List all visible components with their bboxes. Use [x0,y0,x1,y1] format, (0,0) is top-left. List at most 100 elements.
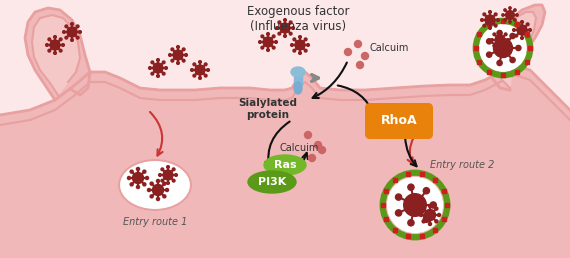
Circle shape [424,216,429,222]
Circle shape [526,34,529,37]
Circle shape [163,182,166,185]
Circle shape [483,24,486,27]
Circle shape [280,23,290,33]
Circle shape [195,65,205,75]
Circle shape [493,44,496,47]
Circle shape [510,57,515,63]
Circle shape [62,44,64,46]
Circle shape [408,184,414,190]
Circle shape [526,23,529,26]
Bar [501,19,505,23]
Circle shape [166,182,169,184]
Circle shape [50,40,60,50]
Circle shape [319,147,325,154]
Bar [393,228,397,232]
Bar [381,203,385,207]
Circle shape [424,188,429,194]
Bar [478,60,482,64]
Ellipse shape [294,82,302,94]
Circle shape [172,179,175,182]
Circle shape [429,222,431,225]
Ellipse shape [264,155,306,175]
Circle shape [355,41,361,47]
Text: PI3K: PI3K [258,177,286,187]
Bar [528,46,532,50]
Circle shape [148,189,150,191]
Circle shape [128,176,131,180]
Bar [384,189,388,193]
Circle shape [275,41,278,43]
Circle shape [396,210,402,216]
Circle shape [408,220,414,226]
Circle shape [153,63,163,73]
Circle shape [136,167,140,171]
Text: RhoA: RhoA [381,115,417,127]
Circle shape [272,46,275,49]
Circle shape [54,52,56,54]
Circle shape [172,168,175,171]
Circle shape [514,9,516,11]
Circle shape [493,33,496,36]
Circle shape [162,61,165,64]
Circle shape [173,50,183,60]
Circle shape [162,72,165,75]
Circle shape [497,30,502,36]
Circle shape [435,220,438,223]
Polygon shape [294,74,302,85]
Circle shape [437,213,441,216]
Circle shape [132,172,144,184]
Circle shape [499,31,502,33]
Circle shape [356,61,364,69]
Circle shape [59,49,62,52]
Circle shape [495,35,505,45]
Text: Calcuim: Calcuim [280,143,319,153]
Circle shape [506,11,514,19]
Circle shape [165,189,169,191]
Circle shape [396,194,402,200]
Bar [393,178,397,182]
Circle shape [507,39,510,41]
Bar [501,73,505,77]
Bar [478,33,482,36]
Bar [420,172,424,175]
Circle shape [130,183,133,186]
Circle shape [157,180,160,182]
Circle shape [193,74,196,77]
Circle shape [76,36,79,39]
Circle shape [267,49,270,51]
Polygon shape [25,8,90,100]
Circle shape [435,207,438,210]
Polygon shape [490,5,545,90]
Bar [384,217,388,221]
Circle shape [136,186,140,189]
Circle shape [422,207,425,210]
Circle shape [488,11,491,13]
Bar [487,70,491,74]
Circle shape [171,48,174,51]
Circle shape [509,7,511,9]
Circle shape [158,174,161,176]
Circle shape [481,19,483,21]
Circle shape [157,59,160,61]
Circle shape [404,194,426,216]
Circle shape [516,14,518,16]
Circle shape [420,213,422,216]
Bar [515,22,519,26]
Circle shape [67,27,77,37]
Circle shape [145,176,149,180]
Polygon shape [0,65,570,258]
Circle shape [171,59,174,62]
Circle shape [284,35,286,37]
Circle shape [307,44,310,46]
Circle shape [304,38,307,41]
Circle shape [502,14,504,16]
Circle shape [497,60,502,66]
Circle shape [46,44,48,46]
Circle shape [65,25,68,28]
Circle shape [509,21,511,23]
Circle shape [177,62,180,64]
Circle shape [76,25,79,28]
Bar [420,235,424,238]
Circle shape [516,45,521,51]
Circle shape [480,25,526,71]
